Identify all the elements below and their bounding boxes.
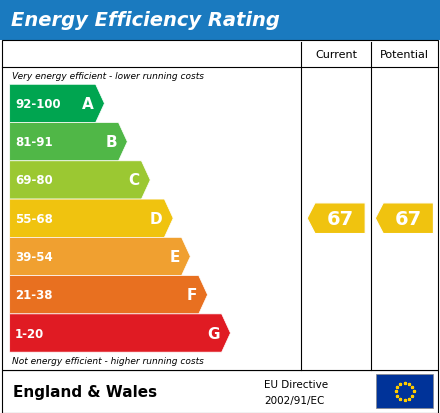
Text: England & Wales: England & Wales — [13, 384, 158, 399]
Polygon shape — [10, 238, 191, 276]
Polygon shape — [10, 314, 231, 352]
Text: 81-91: 81-91 — [15, 136, 53, 149]
Text: 69-80: 69-80 — [15, 174, 53, 187]
Text: G: G — [207, 326, 220, 341]
Text: 1-20: 1-20 — [15, 327, 44, 339]
Polygon shape — [10, 161, 150, 199]
Polygon shape — [10, 276, 208, 314]
Polygon shape — [307, 204, 365, 234]
Text: Not energy efficient - higher running costs: Not energy efficient - higher running co… — [12, 356, 204, 365]
Text: C: C — [128, 173, 139, 188]
Polygon shape — [10, 85, 104, 123]
Text: Energy Efficiency Rating: Energy Efficiency Rating — [11, 11, 280, 30]
Text: 21-38: 21-38 — [15, 289, 52, 301]
FancyBboxPatch shape — [2, 370, 438, 413]
Polygon shape — [10, 123, 127, 161]
Text: E: E — [169, 249, 180, 264]
Text: 2002/91/EC: 2002/91/EC — [264, 395, 324, 405]
FancyBboxPatch shape — [376, 375, 433, 408]
FancyBboxPatch shape — [2, 41, 438, 370]
Text: Very energy efficient - lower running costs: Very energy efficient - lower running co… — [12, 72, 204, 81]
Text: 39-54: 39-54 — [15, 250, 53, 263]
FancyBboxPatch shape — [0, 0, 440, 41]
Text: 92-100: 92-100 — [15, 98, 61, 111]
Text: Current: Current — [315, 50, 357, 60]
Text: EU Directive: EU Directive — [264, 379, 328, 389]
Text: B: B — [105, 135, 117, 150]
Polygon shape — [375, 204, 433, 234]
Text: Potential: Potential — [380, 50, 429, 60]
Polygon shape — [10, 199, 173, 238]
Text: F: F — [187, 287, 197, 302]
Text: 55-68: 55-68 — [15, 212, 53, 225]
Text: D: D — [150, 211, 163, 226]
Text: 67: 67 — [395, 209, 422, 228]
Text: 67: 67 — [327, 209, 354, 228]
Text: A: A — [82, 97, 94, 112]
